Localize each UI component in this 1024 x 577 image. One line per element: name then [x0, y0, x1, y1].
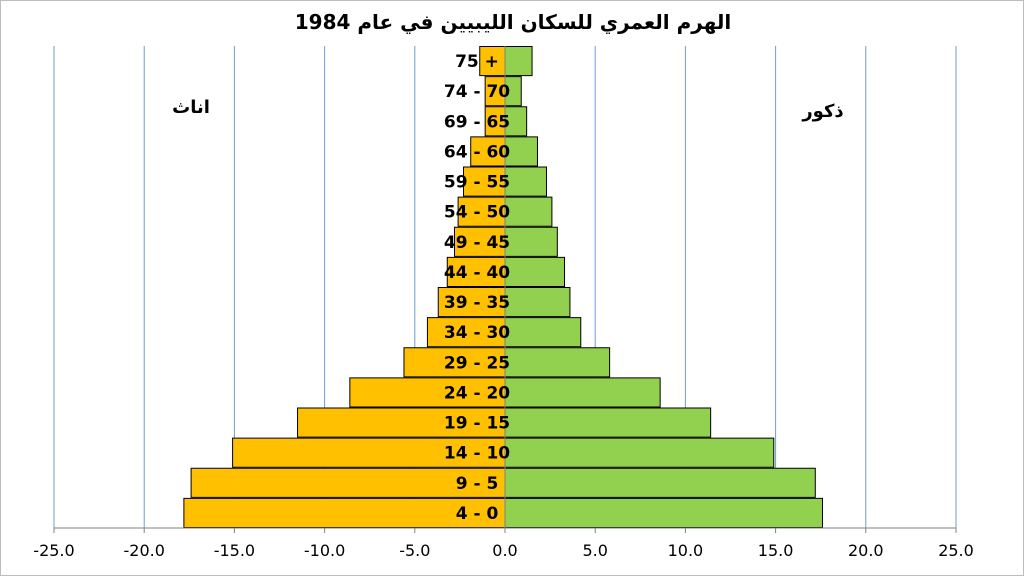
- age-group-label: 4 - 0: [456, 504, 499, 524]
- female-bar: [349, 377, 506, 408]
- labels-layer: 4 - 0 9 - 5 14 - 10 19 - 15 24 - 20 29 - 25 34…: [444, 52, 510, 524]
- x-tick-label: 25.0: [938, 541, 974, 560]
- female-bar: [190, 467, 506, 498]
- x-tick-label: 20.0: [848, 541, 884, 560]
- male-bar: [504, 317, 582, 348]
- grid-layer: [53, 46, 957, 528]
- female-bar: [457, 196, 506, 227]
- female-bar: [426, 317, 506, 348]
- male-bar: [504, 407, 712, 438]
- age-group-label: 54 - 50: [444, 203, 510, 223]
- male-bar: [504, 226, 558, 257]
- age-group-label: 74 - 70: [444, 82, 510, 102]
- female-bar: [479, 46, 506, 77]
- male-bar: [504, 437, 775, 468]
- male-bar: [504, 497, 824, 528]
- male-bar: [504, 287, 571, 318]
- age-group-label: 14 - 10: [444, 444, 510, 464]
- x-tick-label: -15.0: [214, 541, 255, 560]
- male-bar: [504, 196, 553, 227]
- age-group-label: 64 - 60: [444, 142, 510, 162]
- age-group-label: 59 - 55: [444, 173, 510, 193]
- x-tick-label: 5.0: [582, 541, 607, 560]
- x-tick-label: 15.0: [758, 541, 794, 560]
- female-bar: [403, 347, 506, 378]
- chart-title: الهرم العمري للسكان الليبيين في عام 1984: [295, 10, 732, 35]
- male-side-label: ذكور: [801, 101, 843, 122]
- age-group-label: 49 - 45: [444, 233, 510, 253]
- age-group-label: 44 - 40: [444, 263, 510, 283]
- female-bar: [232, 437, 506, 468]
- age-group-label: 29 - 25: [444, 353, 510, 373]
- male-bar: [504, 46, 533, 77]
- male-bar: [504, 467, 816, 498]
- age-group-label: 9 - 5: [456, 474, 499, 494]
- x-tick-label: -25.0: [33, 541, 74, 560]
- age-group-label: 75 +: [455, 52, 499, 72]
- age-group-label: 39 - 35: [444, 293, 510, 313]
- male-bar: [504, 256, 566, 287]
- axis-layer: -25.0 -20.0 -15.0 -10.0 -5.0 0.0 5.0 10.0 15.0 20…: [33, 46, 974, 560]
- x-tick-label: -20.0: [123, 541, 164, 560]
- age-group-label: 34 - 30: [444, 323, 510, 343]
- male-bar: [504, 136, 538, 167]
- female-bar: [446, 256, 506, 287]
- age-group-label: 19 - 15: [444, 414, 510, 434]
- x-tick-label: -5.0: [399, 541, 430, 560]
- male-bar: [504, 377, 661, 408]
- female-side-label: اناث: [172, 97, 210, 118]
- female-bar: [453, 226, 506, 257]
- male-bar: [504, 166, 547, 197]
- x-tick-label: -10.0: [304, 541, 345, 560]
- age-group-label: 24 - 20: [444, 383, 510, 403]
- age-group-label: 69 - 65: [444, 112, 510, 132]
- female-bar: [297, 407, 506, 438]
- male-bar: [504, 347, 611, 378]
- female-bar: [437, 287, 506, 318]
- x-tick-label: 0.0: [492, 541, 517, 560]
- x-tick-label: 10.0: [668, 541, 704, 560]
